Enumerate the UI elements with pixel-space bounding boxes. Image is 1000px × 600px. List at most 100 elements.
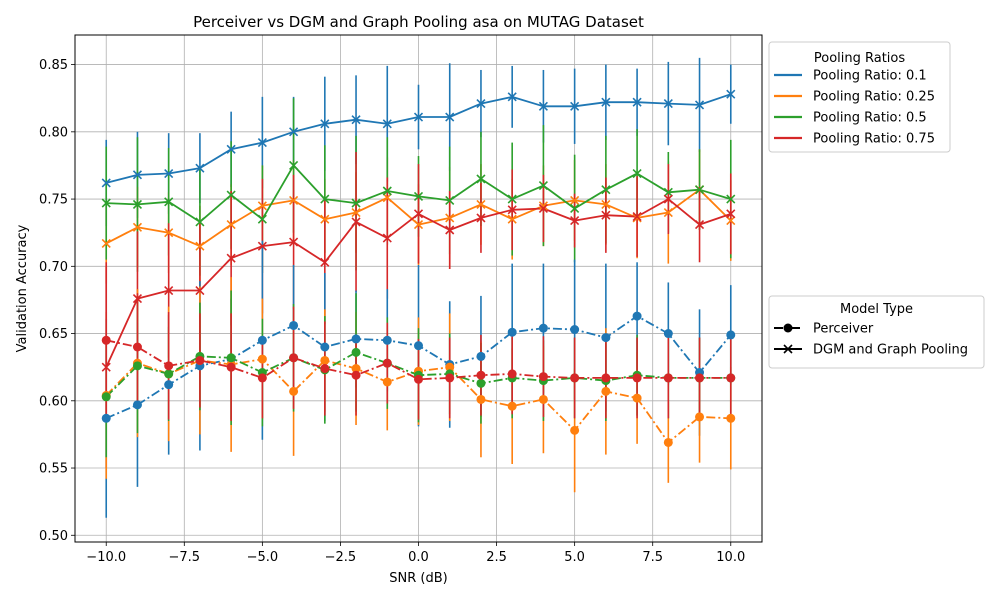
x-marker	[632, 213, 642, 223]
x-marker-stroke	[538, 203, 548, 214]
x-marker	[570, 216, 580, 226]
x-marker-stroke	[476, 174, 486, 184]
x-marker-stroke	[195, 285, 205, 296]
y-tick-label: 0.65	[39, 327, 68, 342]
x-marker-stroke	[476, 213, 486, 223]
x-marker-stroke	[413, 209, 424, 219]
y-tick-label: 0.60	[39, 394, 68, 409]
x-marker-stroke	[164, 228, 174, 238]
x-marker	[507, 194, 517, 204]
data-point-perceiver	[538, 372, 548, 382]
x-marker	[538, 101, 548, 111]
x-marker	[663, 194, 673, 204]
x-marker	[289, 127, 299, 137]
x-marker-stroke	[476, 199, 486, 210]
x-marker	[413, 209, 424, 219]
data-point-perceiver	[414, 341, 423, 351]
x-marker-stroke	[320, 214, 330, 224]
x-marker-stroke	[289, 237, 299, 247]
x-marker-stroke	[445, 195, 455, 205]
x-marker	[476, 99, 486, 109]
x-marker	[351, 207, 361, 218]
x-marker	[132, 170, 143, 180]
x-marker	[663, 187, 673, 197]
data-point-perceiver	[351, 370, 361, 380]
x-marker-stroke	[694, 220, 705, 230]
data-point-perceiver	[132, 361, 142, 371]
x-marker-stroke	[195, 241, 205, 251]
x-marker	[164, 197, 174, 207]
x-axis-ticks: −10.0 −7.5 −5.0 −2.5 0.0 2.5 5.0 7.5 10.0	[86, 542, 745, 565]
data-point-perceiver	[632, 311, 642, 321]
x-marker	[632, 168, 642, 179]
data-point-perceiver	[257, 354, 267, 364]
x-tick-label: 0.0	[408, 550, 429, 565]
x-marker-stroke	[382, 233, 392, 243]
x-marker	[726, 209, 736, 219]
x-marker	[320, 119, 330, 129]
x-marker	[601, 185, 611, 195]
data-point-perceiver	[476, 394, 486, 404]
x-marker-stroke	[382, 186, 392, 196]
x-marker	[601, 210, 611, 220]
x-marker	[413, 191, 424, 201]
x-marker-stroke	[507, 205, 517, 215]
x-marker	[164, 285, 174, 296]
y-tick-label: 0.75	[39, 193, 68, 208]
x-marker	[726, 216, 736, 226]
x-marker-stroke	[632, 211, 642, 222]
data-point-perceiver	[289, 353, 299, 363]
x-marker	[195, 241, 205, 251]
x-marker	[413, 112, 424, 122]
data-point-perceiver	[351, 364, 361, 374]
data-point-perceiver	[289, 386, 299, 396]
x-marker-stroke	[601, 185, 611, 195]
x-marker	[351, 115, 361, 125]
x-marker	[164, 168, 174, 179]
x-marker	[783, 344, 793, 354]
x-marker	[382, 119, 392, 129]
x-marker	[445, 195, 455, 205]
data-point-perceiver	[101, 413, 111, 423]
x-marker-stroke	[507, 214, 517, 224]
x-marker-stroke	[320, 257, 330, 267]
x-marker-stroke	[226, 190, 236, 200]
legend-label: Pooling Ratio: 0.5	[813, 111, 927, 126]
x-marker-stroke	[382, 119, 392, 129]
x-marker-stroke	[351, 207, 361, 218]
x-marker	[445, 225, 455, 235]
x-marker	[164, 228, 174, 238]
x-marker	[382, 193, 392, 203]
x-marker	[320, 214, 330, 224]
data-point-perceiver	[382, 358, 392, 368]
x-marker-stroke	[538, 201, 548, 211]
x-marker	[694, 100, 705, 110]
x-marker	[132, 294, 143, 304]
data-point-perceiver	[289, 320, 299, 330]
x-marker	[445, 213, 455, 223]
x-marker	[257, 241, 267, 251]
x-marker	[632, 211, 642, 222]
x-marker-stroke	[257, 214, 267, 224]
x-marker-stroke	[445, 213, 455, 223]
data-point-perceiver	[320, 355, 330, 365]
data-point-perceiver	[164, 369, 174, 379]
legend-box	[768, 295, 985, 369]
x-marker-stroke	[101, 362, 111, 372]
data-point-perceiver	[632, 393, 642, 403]
y-axis-ticks: 0.50 0.55 0.60 0.65 0.70 0.75 0.80 0.85	[39, 58, 75, 544]
data-point-perceiver	[663, 329, 673, 339]
x-marker-stroke	[289, 160, 299, 171]
data-point-perceiver	[570, 325, 580, 335]
x-tick-label: 5.0	[564, 550, 585, 565]
x-marker	[663, 207, 673, 218]
data-point-perceiver	[695, 412, 705, 422]
x-marker	[726, 194, 736, 204]
data-point-perceiver	[351, 347, 361, 357]
x-marker-stroke	[632, 168, 642, 179]
x-marker-stroke	[507, 92, 517, 102]
chart-title: Perceiver vs DGM and Graph Pooling asa o…	[193, 13, 644, 31]
x-marker-stroke	[445, 112, 455, 122]
x-tick-label: 7.5	[642, 550, 663, 565]
legend-title: Pooling Ratios	[814, 51, 906, 66]
